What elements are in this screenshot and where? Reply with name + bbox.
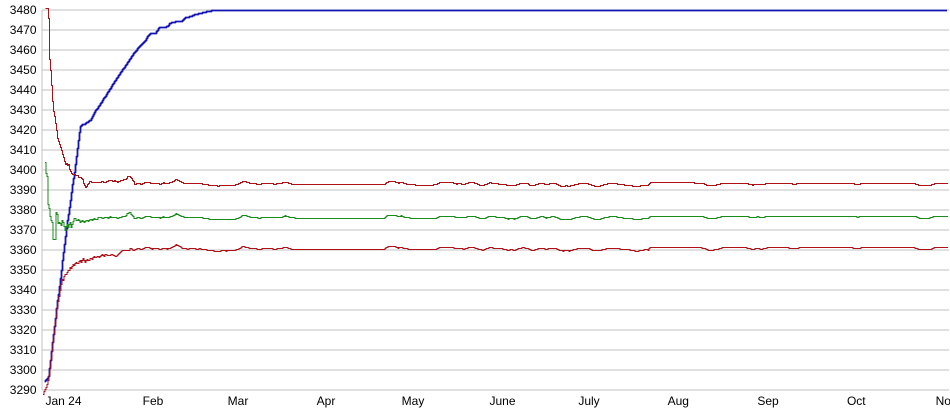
svg-text:3430: 3430 bbox=[10, 103, 37, 117]
svg-text:3410: 3410 bbox=[10, 143, 37, 157]
svg-text:3320: 3320 bbox=[10, 323, 37, 337]
svg-text:3440: 3440 bbox=[10, 83, 37, 97]
svg-text:3300: 3300 bbox=[10, 363, 37, 377]
svg-text:3480: 3480 bbox=[10, 3, 37, 17]
svg-text:Sep: Sep bbox=[757, 394, 779, 408]
svg-text:July: July bbox=[578, 394, 599, 408]
svg-text:3330: 3330 bbox=[10, 303, 37, 317]
svg-text:Feb: Feb bbox=[143, 394, 164, 408]
svg-text:Aug: Aug bbox=[668, 394, 689, 408]
svg-text:3400: 3400 bbox=[10, 163, 37, 177]
svg-text:3450: 3450 bbox=[10, 63, 37, 77]
svg-text:Jan 24: Jan 24 bbox=[46, 394, 82, 408]
svg-text:Apr: Apr bbox=[317, 394, 336, 408]
svg-text:3390: 3390 bbox=[10, 183, 37, 197]
svg-text:Nov: Nov bbox=[936, 394, 950, 408]
svg-text:June: June bbox=[489, 394, 515, 408]
svg-text:Mar: Mar bbox=[228, 394, 249, 408]
svg-text:3420: 3420 bbox=[10, 123, 37, 137]
svg-text:3290: 3290 bbox=[10, 383, 37, 397]
svg-text:3310: 3310 bbox=[10, 343, 37, 357]
svg-text:May: May bbox=[402, 394, 425, 408]
svg-text:3370: 3370 bbox=[10, 223, 37, 237]
svg-text:Oct: Oct bbox=[847, 394, 866, 408]
svg-text:3470: 3470 bbox=[10, 23, 37, 37]
svg-text:3350: 3350 bbox=[10, 263, 37, 277]
svg-text:3360: 3360 bbox=[10, 243, 37, 257]
svg-text:3380: 3380 bbox=[10, 203, 37, 217]
svg-text:3460: 3460 bbox=[10, 43, 37, 57]
svg-text:3340: 3340 bbox=[10, 283, 37, 297]
